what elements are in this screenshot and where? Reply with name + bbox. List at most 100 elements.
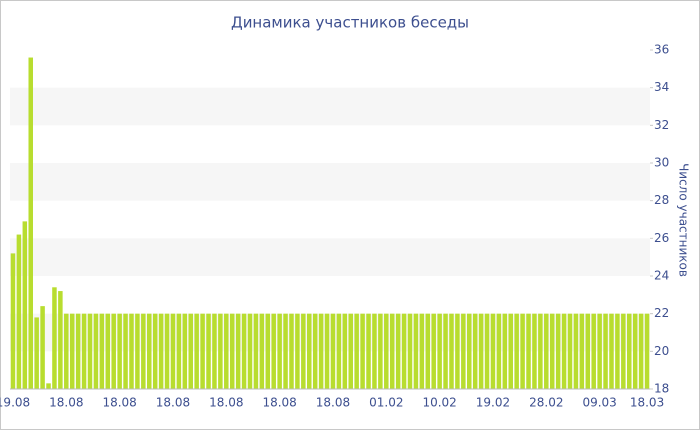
bar [407, 313, 413, 389]
bar [632, 313, 638, 389]
bar [271, 313, 276, 389]
y-tick-label: 34 [654, 80, 669, 94]
bar [532, 313, 537, 389]
y-tick-label: 28 [654, 193, 669, 207]
bar [16, 234, 22, 389]
bar [111, 313, 116, 389]
x-tick-label: 18.08 [102, 396, 136, 410]
bar [152, 313, 158, 389]
bar [644, 313, 650, 389]
bar [224, 313, 229, 389]
bar [615, 313, 620, 389]
bar [496, 313, 502, 389]
bar [579, 313, 585, 389]
y-tick-label: 24 [654, 269, 669, 283]
x-tick-label: 01.02 [369, 396, 403, 410]
bar [265, 313, 271, 389]
bar [93, 313, 99, 389]
bar [372, 313, 377, 389]
bar [301, 313, 306, 389]
bar [28, 57, 33, 390]
bar [64, 313, 69, 389]
bar [158, 313, 164, 389]
bar [336, 313, 342, 389]
bar [34, 317, 39, 389]
grid-bands [10, 87, 650, 352]
bar [212, 313, 217, 389]
grid-band [10, 313, 650, 352]
bar [348, 313, 353, 389]
bar [81, 313, 87, 389]
y-tick-label: 36 [654, 43, 669, 57]
chart-title: Динамика участников беседы [231, 14, 469, 32]
bar [573, 313, 579, 389]
bar [129, 313, 134, 389]
bar [105, 313, 111, 389]
y-axis-label: Число участников [677, 163, 691, 277]
bar [253, 313, 259, 389]
bar [526, 313, 531, 389]
bar [295, 313, 300, 389]
x-tick-label: 18.03 [630, 396, 664, 410]
x-tick-label: 18.08 [156, 396, 190, 410]
bar [461, 313, 466, 389]
bar [520, 313, 525, 389]
bar [567, 313, 573, 389]
bar [395, 313, 401, 389]
bar [247, 313, 253, 389]
bar [455, 313, 460, 389]
bar [182, 313, 188, 389]
bar [419, 313, 425, 389]
bar [538, 313, 543, 389]
bar [194, 313, 199, 389]
bar [342, 313, 348, 389]
bar [318, 313, 324, 389]
grid-band [10, 87, 650, 126]
bar [555, 313, 561, 389]
bar [549, 313, 555, 389]
bar [490, 313, 496, 389]
bar [621, 313, 626, 389]
bar [69, 313, 75, 389]
y-tick-label: 30 [654, 156, 669, 170]
bar [188, 313, 193, 389]
bar [597, 313, 602, 389]
bar [99, 313, 105, 389]
bar [609, 313, 614, 389]
bar [502, 313, 508, 389]
bar [591, 313, 596, 389]
bar [10, 253, 16, 389]
bar [289, 313, 294, 389]
bar [413, 313, 419, 389]
bar [312, 313, 318, 389]
bar [544, 313, 549, 389]
x-tick-label: 09.03 [582, 396, 616, 410]
bar [603, 313, 608, 389]
bar [58, 291, 63, 389]
bar [235, 313, 241, 389]
bar [437, 313, 442, 389]
bar [627, 313, 632, 389]
bar [283, 313, 288, 389]
bar [330, 313, 336, 389]
grid-band [10, 238, 650, 276]
x-tick-label: 19.08 [0, 396, 30, 410]
bar [135, 313, 140, 389]
x-tick-label: 18.08 [49, 396, 83, 410]
bar [46, 383, 51, 389]
bar [389, 313, 395, 389]
bar [585, 313, 591, 389]
bar [176, 313, 182, 389]
bar [478, 313, 484, 389]
bar [431, 313, 436, 389]
grid-band [10, 163, 650, 201]
bar [366, 313, 371, 389]
x-tick-label: 19.02 [476, 396, 510, 410]
bar [147, 313, 152, 389]
bar [401, 313, 407, 389]
y-tick-label: 18 [654, 382, 669, 396]
x-tick-label: 18.08 [209, 396, 243, 410]
bar [141, 313, 146, 389]
bar [87, 313, 93, 389]
